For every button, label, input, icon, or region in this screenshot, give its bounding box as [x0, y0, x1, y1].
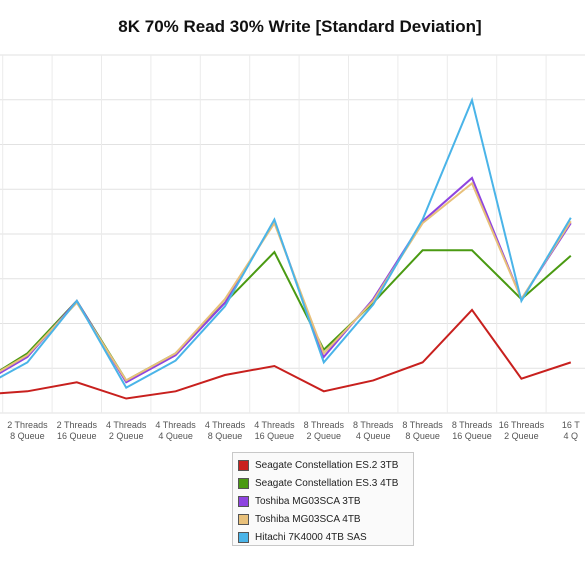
x-tick-label: 16 T	[562, 420, 580, 430]
x-tick-label: 8 Queue	[10, 431, 45, 441]
series-line-4	[0, 97, 572, 390]
chart-title: 8K 70% Read 30% Write [Standard Deviatio…	[118, 17, 482, 36]
x-tick-label: 4 Threads	[106, 420, 147, 430]
x-tick-label: 16 Queue	[255, 431, 295, 441]
series-line-3	[0, 181, 572, 382]
legend: Seagate Constellation ES.2 3TB Seagate Co…	[232, 452, 414, 546]
x-tick-label: 16 Queue	[57, 431, 97, 441]
x-tick-label: 4 Queue	[356, 431, 391, 441]
x-tick-label: 16 Queue	[452, 431, 492, 441]
legend-swatch	[238, 513, 249, 525]
x-tick-label: 2 Queue	[307, 431, 342, 441]
legend-item: Toshiba MG03SCA 4TB	[238, 510, 413, 528]
x-tick-label: 8 Threads	[353, 420, 394, 430]
legend-label: Toshiba MG03SCA 4TB	[255, 513, 361, 525]
x-tick-label: 8 Queue	[405, 431, 440, 441]
x-tick-label: 8 Queue	[208, 431, 243, 441]
legend-item: Seagate Constellation ES.2 3TB	[238, 456, 413, 474]
legend-swatch	[238, 477, 249, 489]
x-tick-label: 8 Threads	[402, 420, 443, 430]
legend-swatch	[238, 531, 249, 543]
x-tick-label: 4 Queue	[158, 431, 193, 441]
legend-label: Seagate Constellation ES.2 3TB	[255, 459, 399, 471]
grid-layer	[0, 54, 585, 414]
legend-swatch	[238, 459, 249, 471]
x-tick-label: 8 Threads	[452, 420, 493, 430]
x-tick-label: 2 Queue	[504, 431, 539, 441]
x-tick-label: 2 Threads	[7, 420, 48, 430]
x-tick-label: 2 Queue	[109, 431, 144, 441]
legend-item: Toshiba MG03SCA 3TB	[238, 492, 413, 510]
x-tick-label: 16 Threads	[499, 420, 545, 430]
legend-label: Seagate Constellation ES.3 4TB	[255, 477, 399, 489]
legend-label: Toshiba MG03SCA 3TB	[255, 495, 361, 507]
legend-item: Seagate Constellation ES.3 4TB	[238, 474, 413, 492]
x-tick-label: 8 Threads	[304, 420, 345, 430]
series-layer	[0, 97, 572, 400]
legend-label: Hitachi 7K4000 4TB SAS	[255, 531, 367, 543]
x-tick-label: 2 Threads	[57, 420, 98, 430]
legend-item: Hitachi 7K4000 4TB SAS	[238, 528, 413, 546]
series-line-2	[0, 176, 572, 384]
x-tick-label: 4 Threads	[155, 420, 196, 430]
x-tick-label: 4 Q	[564, 431, 579, 441]
x-tick-label: 4 Threads	[205, 420, 246, 430]
legend-swatch	[238, 495, 249, 507]
x-tick-label: 4 Threads	[254, 420, 295, 430]
